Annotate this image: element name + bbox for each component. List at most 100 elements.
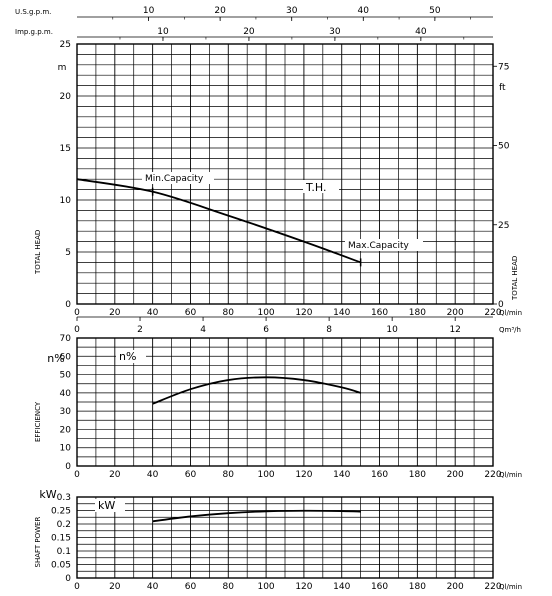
x-tick-label: 0 (74, 308, 80, 318)
y-axis-label: TOTAL HEAD (34, 230, 42, 275)
x-tick-label: 160 (371, 582, 388, 592)
x-tick-label: 40 (147, 582, 159, 592)
x-tick-label: 20 (109, 470, 121, 480)
th-label-bg (303, 180, 339, 193)
max-capacity-label: Max.Capacity (348, 241, 409, 251)
x-tick-label: 60 (185, 582, 197, 592)
x-tick-label: 120 (295, 470, 312, 480)
x-tick-label: 140 (333, 308, 350, 318)
min-capacity-bg (142, 172, 214, 184)
plot-frame (76, 43, 494, 305)
x-tick-label: 160 (371, 470, 388, 480)
x-axis-label: Ql/min (499, 583, 522, 591)
x-tick-label: 200 (447, 470, 464, 480)
y-tick-label: 10 (60, 444, 72, 454)
max-capacity-bg (345, 239, 423, 251)
x2-tick-label: 10 (386, 325, 398, 335)
y-tick-label: 10 (60, 196, 72, 206)
x-tick-label: 100 (257, 470, 274, 480)
efficiency-unit-label: n% (47, 352, 64, 365)
x-tick-label: 80 (223, 470, 235, 480)
usgpm-axis-label: U.S.g.p.m. (15, 8, 51, 16)
imp-tick-label: 40 (415, 27, 427, 37)
x-tick-label: 20 (109, 308, 121, 318)
efficiency-series-label: n% (119, 350, 136, 363)
y-tick-label: 25 (60, 40, 71, 50)
x-tick-label: 140 (333, 470, 350, 480)
y-tick-label: 0.05 (51, 561, 71, 571)
min-capacity-label: Min.Capacity (145, 174, 204, 184)
x2-tick-label: 6 (263, 325, 269, 335)
y-tick-label: 0.3 (57, 493, 71, 503)
y-tick-label: 60 (60, 352, 72, 362)
x-tick-label: 100 (257, 308, 274, 318)
y-tick-label: 40 (60, 389, 72, 399)
imp-tick-label: 10 (157, 27, 169, 37)
x-tick-label: 120 (295, 308, 312, 318)
y2-tick-label: 0 (498, 300, 504, 310)
x-tick-label: 220 (484, 470, 501, 480)
x-tick-label: 40 (147, 308, 159, 318)
imp-axis-label: Imp.g.p.m. (15, 28, 53, 36)
y-tick-label: 0 (65, 300, 71, 310)
power-series-label: kW (98, 499, 115, 512)
series-line-efficiency (152, 376, 361, 405)
y-tick-label: 30 (60, 407, 72, 417)
y-tick-label: 0.1 (57, 547, 71, 557)
power-series-label-bg (95, 499, 125, 512)
y-tick-label: 0 (65, 574, 71, 584)
x-tick-label: 40 (147, 470, 159, 480)
x-tick-label: 160 (371, 308, 388, 318)
x-tick-label: 100 (257, 582, 274, 592)
usgpm-tick-label: 10 (143, 6, 155, 16)
y-tick-label: 15 (60, 144, 71, 154)
usgpm-tick-label: 30 (286, 6, 298, 16)
y-unit-label: m (58, 63, 67, 73)
imp-tick-label: 20 (243, 27, 255, 37)
x2-tick-label: 8 (326, 325, 332, 335)
plot-frame (76, 496, 494, 579)
x2-tick-label: 0 (74, 325, 80, 335)
y-tick-label: 5 (65, 248, 71, 258)
y-tick-label: 0.25 (51, 507, 71, 517)
x-tick-label: 180 (409, 470, 426, 480)
x-tick-label: 220 (484, 308, 501, 318)
x-tick-label: 0 (74, 582, 80, 592)
y-tick-label: 0.2 (57, 520, 71, 530)
x-axis-label: Ql/min (499, 309, 522, 317)
y-tick-label: 50 (60, 371, 72, 381)
y-tick-label: 70 (60, 334, 72, 344)
y2-tick-label: 25 (498, 221, 509, 231)
series-line-th (76, 178, 361, 264)
x-tick-label: 200 (447, 582, 464, 592)
x-tick-label: 80 (223, 308, 235, 318)
y2-axis-label: TOTAL HEAD (511, 256, 519, 301)
y-axis-label: SHAFT POWER (34, 517, 42, 568)
y-tick-label: 20 (60, 425, 72, 435)
usgpm-tick-label: 50 (429, 6, 441, 16)
x2-tick-label: 12 (449, 325, 460, 335)
x-tick-label: 80 (223, 582, 235, 592)
y-tick-label: 0.15 (51, 534, 71, 544)
x2-tick-label: 2 (137, 325, 143, 335)
usgpm-tick-label: 40 (358, 6, 370, 16)
usgpm-tick-label: 20 (214, 6, 226, 16)
y-tick-label: 20 (60, 92, 72, 102)
x-tick-label: 180 (409, 582, 426, 592)
x-tick-label: 120 (295, 582, 312, 592)
y-tick-label: 0 (65, 462, 71, 472)
x-tick-label: 60 (185, 308, 197, 318)
y2-tick-label: 75 (498, 62, 509, 72)
x2-tick-label: 4 (200, 325, 206, 335)
x-tick-label: 220 (484, 582, 501, 592)
efficiency-series-label-bg (116, 350, 146, 363)
imp-tick-label: 30 (329, 27, 341, 37)
x-tick-label: 0 (74, 470, 80, 480)
x-tick-label: 20 (109, 582, 121, 592)
y-axis-label: EFFICIENCY (34, 401, 42, 442)
x-tick-label: 180 (409, 308, 426, 318)
x2-axis-label: Qm³/h (499, 326, 521, 334)
y2-tick-label: 50 (498, 142, 510, 152)
plot-frame (76, 337, 494, 467)
